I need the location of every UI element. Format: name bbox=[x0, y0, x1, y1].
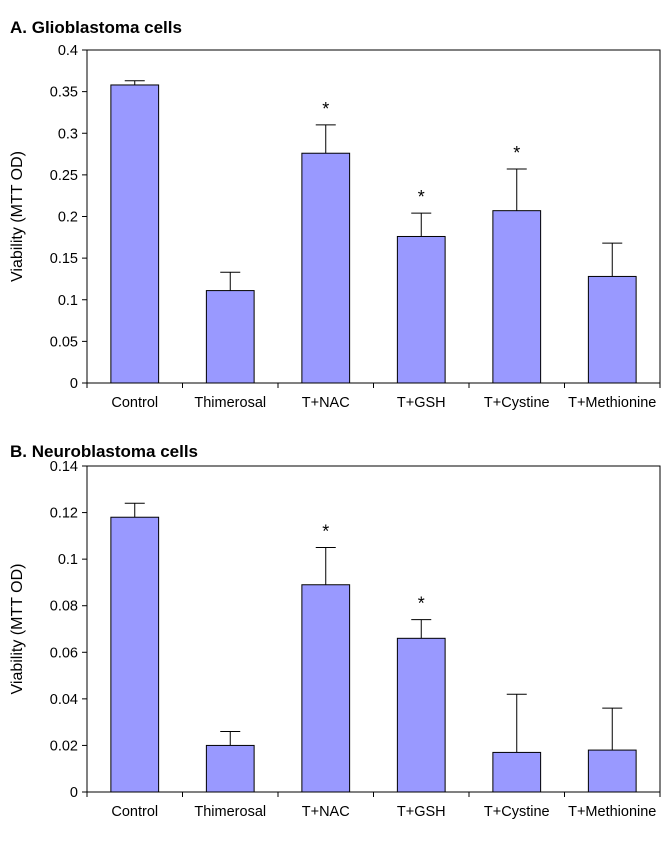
y-tick-label: 0.06 bbox=[50, 645, 78, 661]
bar-chart-neuroblastoma: 0 0.02 0.04 0.06 0.08 0.1 0.12 0.14 Control Thime… bbox=[9, 459, 661, 820]
significance-marker: * bbox=[322, 99, 329, 119]
y-tick-label: 0.1 bbox=[58, 293, 78, 309]
bar bbox=[396, 637, 446, 793]
x-tick-label: Control bbox=[111, 804, 158, 820]
x-tick-label: Thimerosal bbox=[194, 395, 266, 411]
significance-marker: * bbox=[418, 187, 425, 207]
y-tick-label: 0.05 bbox=[50, 334, 78, 350]
y-tick-label: 0 bbox=[70, 785, 78, 801]
chart-title: A. Glioblastoma cells bbox=[10, 18, 182, 37]
y-tick-label: 0.35 bbox=[50, 85, 78, 101]
bar-chart-glioblastoma: 0 0.05 0.1 0.15 0.2 0.25 0.3 0.35 0.4 Control Thim… bbox=[9, 43, 661, 411]
bar bbox=[301, 152, 351, 384]
y-tick-label: 0.08 bbox=[50, 599, 78, 615]
bar bbox=[205, 744, 255, 793]
bar bbox=[110, 516, 160, 793]
bar bbox=[396, 235, 446, 384]
y-tick-label: 0.4 bbox=[58, 43, 78, 59]
y-tick-label: 0.3 bbox=[58, 126, 78, 142]
bar bbox=[587, 749, 637, 793]
y-tick-label: 0.2 bbox=[58, 210, 78, 226]
x-tick-label: T+Methionine bbox=[568, 395, 656, 411]
y-tick-label: 0.15 bbox=[50, 251, 78, 267]
y-tick-label: 0 bbox=[70, 376, 78, 392]
significance-marker: * bbox=[322, 522, 329, 542]
y-tick-label: 0.1 bbox=[58, 552, 78, 568]
chart-panel-neuroblastoma: B. Neuroblastoma cells 0 0.02 0.04 0.06 0.08… bbox=[0, 424, 667, 848]
x-tick-label: T+Methionine bbox=[568, 804, 656, 820]
plot-frame bbox=[86, 465, 661, 793]
y-tick-label: 0.25 bbox=[50, 168, 78, 184]
x-tick-label: T+Cystine bbox=[484, 395, 550, 411]
bar bbox=[301, 584, 351, 793]
bar bbox=[587, 275, 637, 384]
x-tick-label: T+NAC bbox=[302, 804, 350, 820]
bar bbox=[205, 290, 255, 384]
y-axis-label: Viability (MTT OD) bbox=[9, 151, 26, 282]
x-tick-label: T+Cystine bbox=[484, 804, 550, 820]
y-tick-label: 0.02 bbox=[50, 738, 78, 754]
x-tick-label: T+GSH bbox=[397, 395, 446, 411]
x-tick-label: T+GSH bbox=[397, 804, 446, 820]
x-tick-label: T+NAC bbox=[302, 395, 350, 411]
bar bbox=[492, 210, 542, 384]
bar bbox=[492, 751, 542, 793]
significance-marker: * bbox=[418, 594, 425, 614]
significance-marker: * bbox=[513, 143, 520, 163]
y-tick-label: 0.14 bbox=[50, 459, 78, 475]
chart-title: B. Neuroblastoma cells bbox=[10, 442, 199, 461]
y-axis-label: Viability (MTT OD) bbox=[9, 564, 26, 695]
chart-panel-glioblastoma: A. Glioblastoma cells 0 0.05 0.1 0.15 0.2 0.2… bbox=[0, 0, 667, 420]
x-tick-label: Thimerosal bbox=[194, 804, 266, 820]
y-tick-label: 0.04 bbox=[50, 692, 78, 708]
x-tick-label: Control bbox=[111, 395, 158, 411]
y-tick-label: 0.12 bbox=[50, 506, 78, 522]
bar bbox=[110, 84, 160, 384]
plot-frame bbox=[86, 49, 661, 384]
